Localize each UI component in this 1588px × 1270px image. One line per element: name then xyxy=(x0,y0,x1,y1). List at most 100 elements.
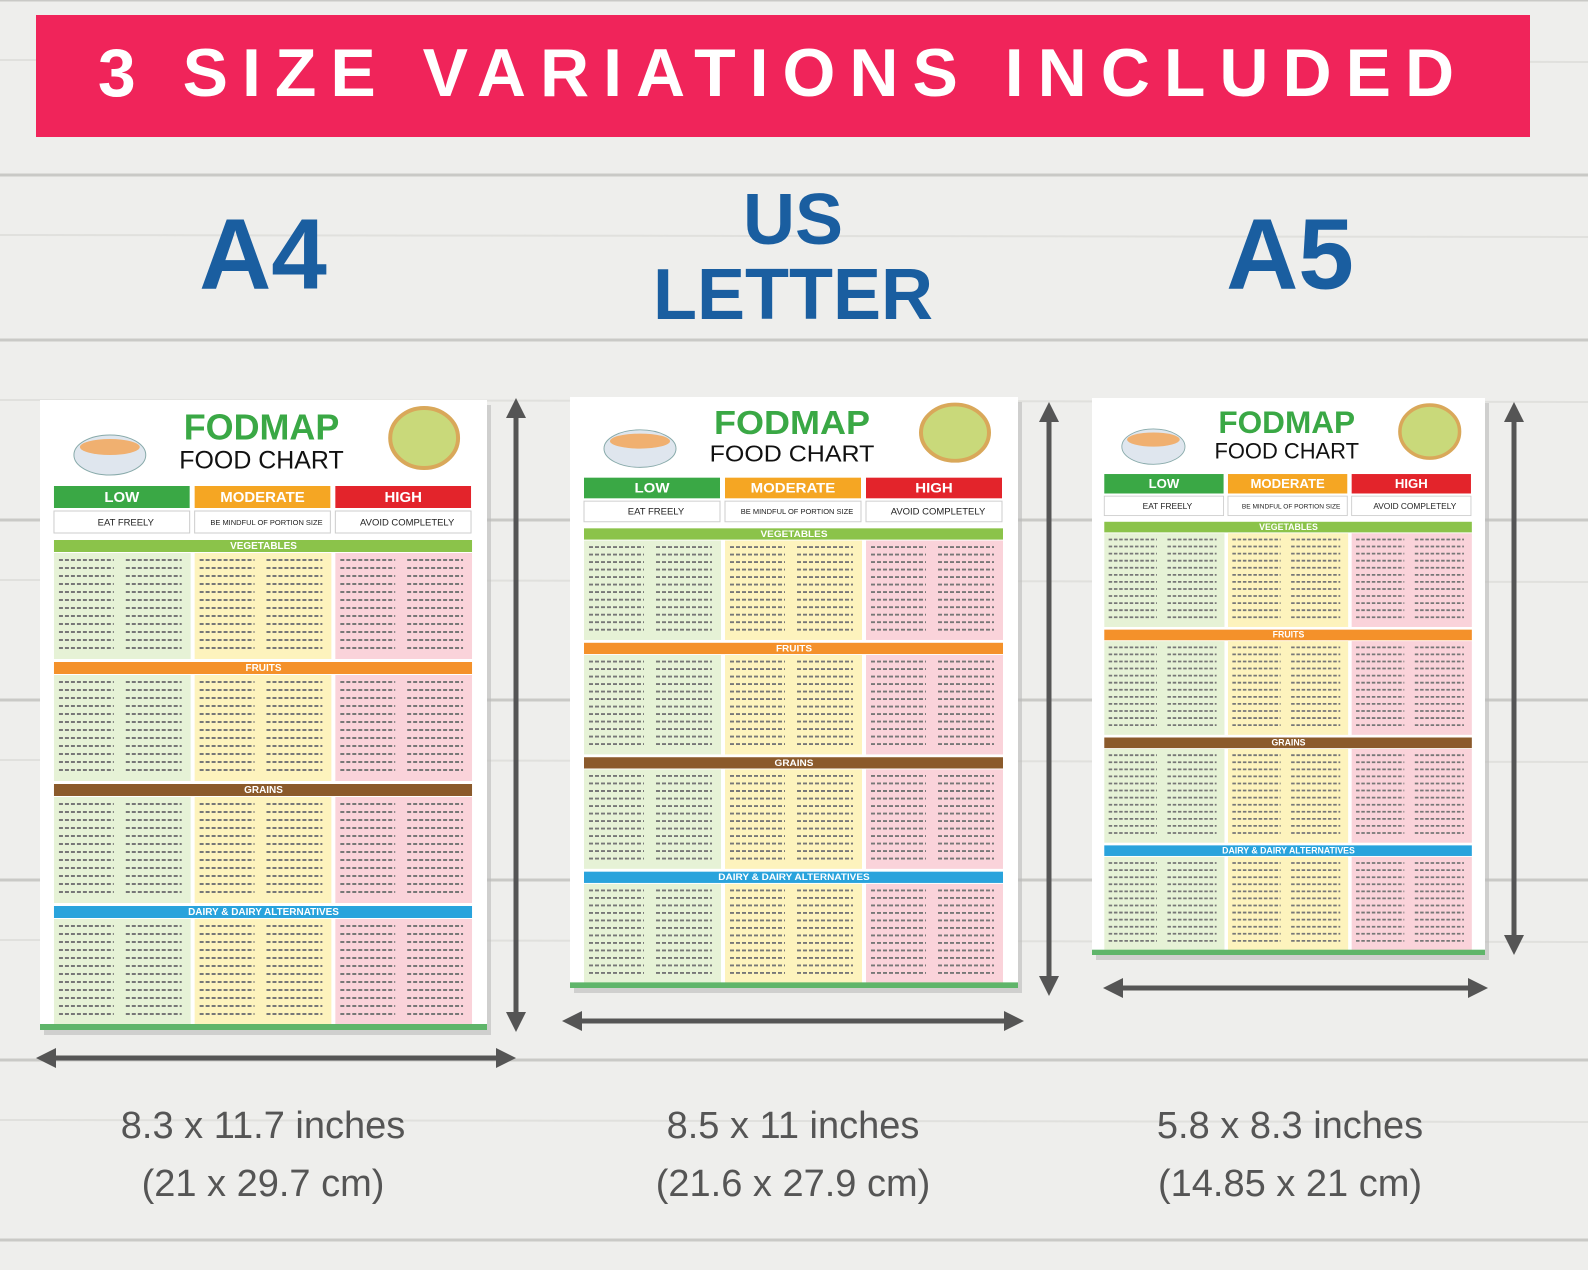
level-header xyxy=(1104,474,1224,494)
size-metric: (21.6 x 27.9 cm) xyxy=(656,1163,931,1205)
poster-footer-stripe xyxy=(570,982,1018,989)
level-label: LOW xyxy=(1149,476,1180,491)
size-name: A5 xyxy=(1226,198,1354,310)
food-column xyxy=(584,883,721,984)
food-column xyxy=(53,675,191,781)
food-column xyxy=(725,654,862,755)
poster-title: FODMAP xyxy=(184,406,340,447)
level-note-box xyxy=(865,500,1003,523)
level-label: MODERATE xyxy=(751,481,836,496)
section-title: GRAINS xyxy=(775,758,814,769)
level-note-box xyxy=(334,510,472,534)
section-title: DAIRY & DAIRY ALTERNATIVES xyxy=(1222,845,1355,855)
avocado-toast-illustration xyxy=(1398,403,1462,460)
food-column xyxy=(1104,856,1225,951)
food-column xyxy=(725,540,862,640)
avocado-toast-illustration xyxy=(388,406,461,470)
food-column xyxy=(1227,533,1349,627)
food-column xyxy=(725,769,862,869)
level-note: EAT FREELY xyxy=(628,507,684,517)
plank-grain xyxy=(0,234,1588,238)
level-note: AVOID COMPLETELY xyxy=(891,507,986,517)
size-name: LETTER xyxy=(653,255,933,335)
section-header xyxy=(53,540,473,552)
level-note-box xyxy=(583,500,721,523)
food-column xyxy=(1351,533,1472,627)
food-column xyxy=(194,553,332,659)
poster-title: FODMAP xyxy=(1218,404,1355,440)
food-column xyxy=(194,675,332,781)
size-dimensions: 8.5 x 11 inches xyxy=(667,1105,920,1147)
food-column xyxy=(1104,641,1225,735)
section-header xyxy=(584,642,1003,655)
level-label: MODERATE xyxy=(1250,476,1324,491)
section-header xyxy=(53,784,473,796)
section-title: GRAINS xyxy=(244,785,283,796)
food-column xyxy=(584,769,721,869)
level-note: AVOID COMPLETELY xyxy=(360,517,455,528)
food-column xyxy=(335,553,473,659)
level-note-box xyxy=(1227,495,1348,517)
food-column xyxy=(1104,748,1225,843)
section-header xyxy=(584,871,1003,883)
food-column xyxy=(1351,641,1472,735)
food-column xyxy=(1227,641,1349,735)
avocado-toast-illustration xyxy=(919,402,991,463)
food-column xyxy=(866,769,1003,869)
poster-subtitle: FOOD CHART xyxy=(1215,439,1359,464)
size-dimensions: 5.8 x 8.3 inches xyxy=(1157,1105,1423,1147)
section-title: GRAINS xyxy=(1271,738,1305,748)
section-title: DAIRY & DAIRY ALTERNATIVES xyxy=(718,873,870,884)
section-header xyxy=(1104,521,1472,533)
size-name: US xyxy=(743,180,843,260)
food-column xyxy=(53,797,191,903)
level-label: LOW xyxy=(104,489,140,506)
bowl-food xyxy=(79,439,140,455)
level-note: BE MINDFUL OF PORTION SIZE xyxy=(210,518,322,527)
section-header xyxy=(1104,845,1472,856)
level-note: BE MINDFUL OF PORTION SIZE xyxy=(741,507,854,516)
food-column xyxy=(53,553,191,659)
size-name: A4 xyxy=(199,198,327,310)
food-column xyxy=(194,919,332,1025)
level-note-box xyxy=(1351,495,1472,517)
level-label: HIGH xyxy=(915,481,952,496)
food-column xyxy=(335,675,473,781)
food-column xyxy=(866,654,1003,755)
level-header xyxy=(335,486,472,508)
food-column xyxy=(1351,856,1472,951)
food-column xyxy=(335,797,473,903)
level-note-box xyxy=(1103,495,1225,517)
food-column xyxy=(1227,748,1349,843)
food-column xyxy=(866,540,1003,640)
level-label: LOW xyxy=(635,481,670,496)
bowl-food xyxy=(1127,432,1180,447)
section-title: VEGETABLES xyxy=(230,541,297,552)
poster-subtitle: FOOD CHART xyxy=(710,441,875,467)
section-title: DAIRY & DAIRY ALTERNATIVES xyxy=(188,907,339,918)
food-column xyxy=(584,540,721,640)
section-title: FRUITS xyxy=(1273,630,1305,640)
food-column xyxy=(725,883,862,984)
section-title: VEGETABLES xyxy=(761,529,829,540)
level-header xyxy=(194,486,331,508)
section-header xyxy=(584,757,1003,769)
level-note: BE MINDFUL OF PORTION SIZE xyxy=(1242,503,1341,510)
level-note: EAT FREELY xyxy=(98,517,155,528)
banner xyxy=(36,15,1530,137)
level-header xyxy=(866,477,1002,499)
section-title: FRUITS xyxy=(776,644,813,655)
banner-text: 3 SIZE VARIATIONS INCLUDED xyxy=(98,35,1468,111)
section-header xyxy=(53,662,473,674)
level-note: AVOID COMPLETELY xyxy=(1373,501,1456,511)
food-column xyxy=(584,654,721,755)
level-header xyxy=(725,477,861,499)
level-note: EAT FREELY xyxy=(1143,501,1193,511)
section-header xyxy=(584,528,1003,540)
food-column xyxy=(194,797,332,903)
food-column xyxy=(1104,533,1225,627)
section-header xyxy=(53,906,473,918)
food-column xyxy=(1227,856,1349,951)
